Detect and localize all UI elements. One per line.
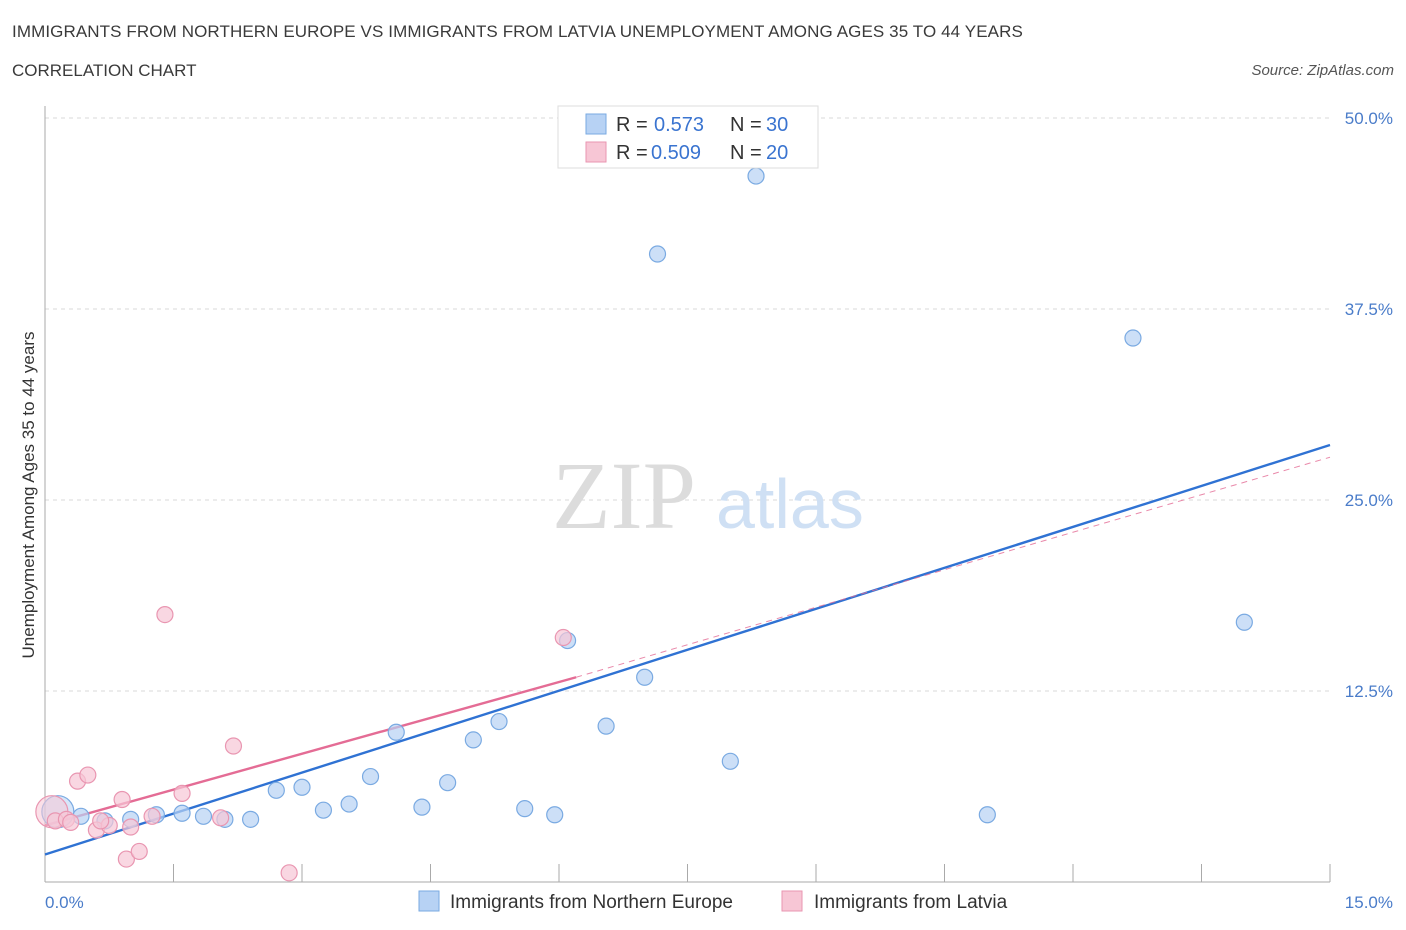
legend-n-value-2: 20 [766,142,788,164]
y-tick-labels: 12.5% 25.0% 37.5% 50.0% [1345,109,1393,701]
legend-r-value-2: 0.509 [651,142,701,164]
x-tick-label-1: 15.0% [1345,893,1393,912]
point-blue-5 [173,804,191,822]
trend-line-blue [44,443,1331,856]
x-tick-label-0: 0.0% [45,893,84,912]
series-legend-label-latvia: Immigrants from Latvia [814,892,1008,913]
point-pink-16 [554,628,572,647]
point-pink-12 [173,784,191,802]
point-pink-17 [62,813,80,832]
point-blue-15 [413,798,431,816]
point-pink-10 [130,842,148,861]
point-pink-13 [212,809,230,827]
point-pink-8 [122,818,140,836]
y-tick-label-3: 50.0% [1345,109,1393,128]
point-blue-18 [490,712,508,731]
stats-legend: R = 0.573 N = 30 R = 0.509 N = 20 [557,105,819,169]
data-points [35,167,1253,882]
y-axis-label: Unemployment Among Ages 35 to 44 years [19,332,38,659]
legend-r-value-1: 0.573 [654,114,704,136]
point-blue-8 [242,810,260,828]
legend-swatch-northern-europe [585,113,607,135]
x-tick-labels: 0.0% 15.0% [45,893,1393,912]
y-tick-label-0: 12.5% [1345,682,1393,701]
point-pink-18 [92,812,110,830]
series-legend: Immigrants from Northern Europe Immigran… [418,890,1008,913]
series-legend-swatch-northern-europe [418,890,440,912]
point-blue-16 [439,774,457,792]
y-tick-label-2: 37.5% [1345,300,1393,319]
point-blue-27 [978,806,996,824]
point-pink-14 [224,737,243,755]
legend-n-label-2: N = [730,142,762,164]
point-pink-4 [79,766,97,784]
point-blue-6 [194,807,213,825]
point-blue-25 [721,752,739,770]
point-pink-7 [113,790,131,809]
watermark: ZIP atlas [552,442,864,549]
point-blue-13 [361,767,380,786]
legend-r-label-2: R = [616,142,648,164]
chart-subtitle: CORRELATION CHART [12,61,197,80]
point-blue-12 [340,795,358,813]
legend-n-label-1: N = [730,114,762,136]
series-legend-label-northern-europe: Immigrants from Northern Europe [450,892,733,913]
point-pink-19 [143,807,161,825]
watermark-atlas: atlas [716,465,864,543]
point-pink-15 [280,864,298,882]
y-tick-label-1: 25.0% [1345,491,1393,510]
point-pink-11 [156,605,174,624]
grid-lines [45,117,1330,692]
trend-line-pink-extended [575,456,1331,678]
point-blue-24 [648,245,667,263]
legend-r-label-1: R = [616,114,648,136]
legend-n-value-1: 30 [766,114,788,136]
point-blue-20 [546,806,564,824]
point-blue-28 [1124,329,1142,347]
legend-swatch-latvia [585,141,607,163]
axes [44,106,1331,883]
point-pink-9 [117,850,135,868]
watermark-zip: ZIP [552,442,696,549]
point-blue-11 [314,801,333,819]
point-blue-23 [636,668,654,686]
trend-line-pink [44,676,577,827]
series-legend-swatch-latvia [781,890,803,912]
point-blue-17 [464,731,482,749]
trend-lines [44,443,1331,856]
point-blue-19 [516,800,534,818]
point-blue-22 [597,717,615,735]
point-blue-10 [293,778,311,796]
point-blue-9 [267,781,285,799]
source-label: Source: ZipAtlas.com [1251,62,1394,79]
point-blue-14 [387,723,405,741]
chart-title: IMMIGRANTS FROM NORTHERN EUROPE VS IMMIG… [12,22,1023,41]
point-blue-29 [1235,613,1253,631]
point-blue-26 [747,167,765,185]
